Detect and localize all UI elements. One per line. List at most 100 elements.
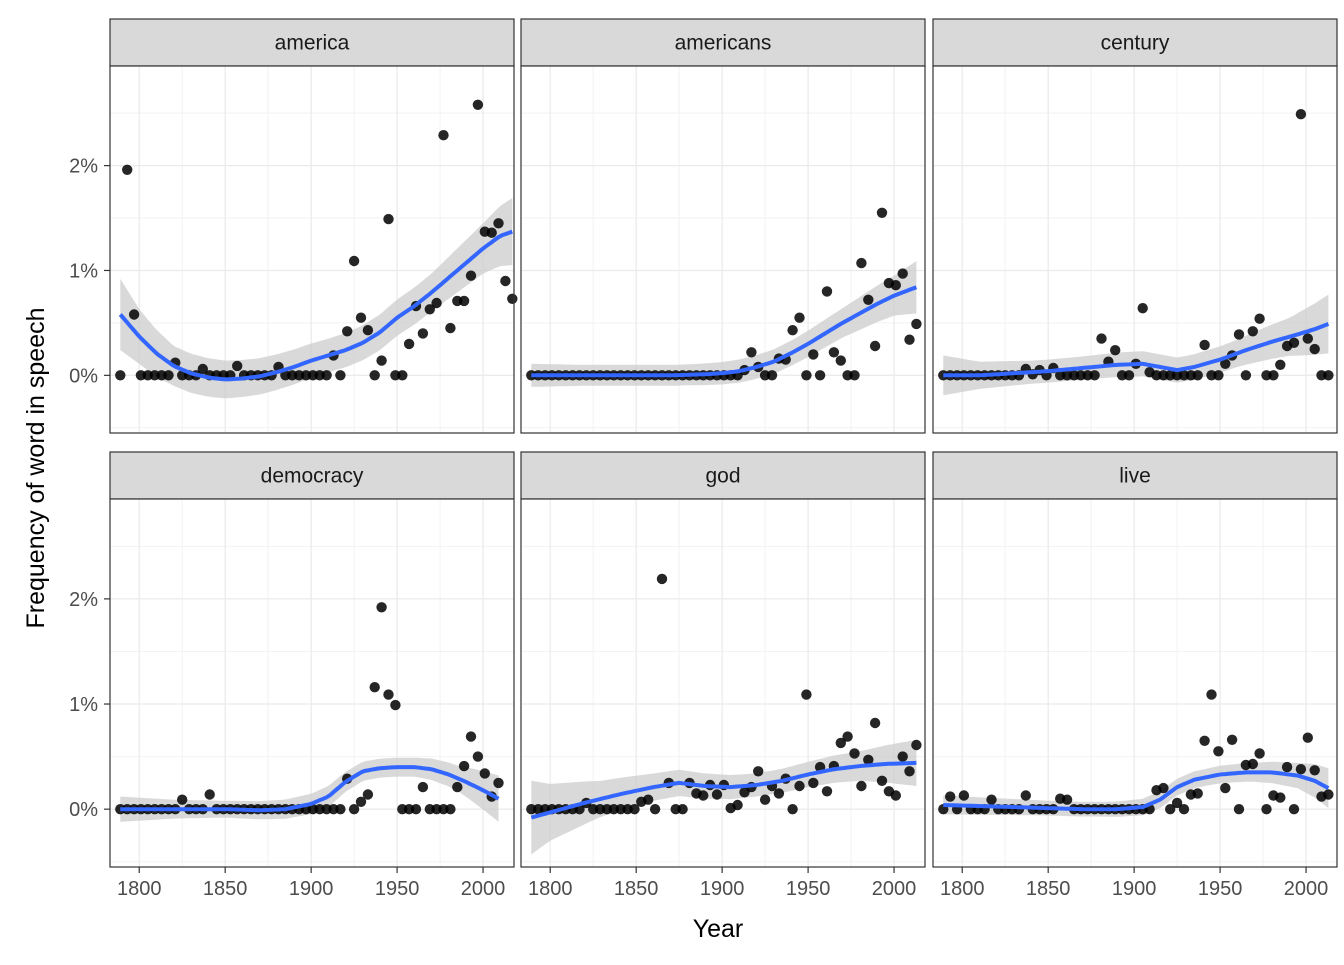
panel-border: [109, 65, 515, 434]
data-point: [204, 789, 215, 800]
data-point: [403, 338, 415, 350]
data-point: [1302, 732, 1314, 743]
data-point: [958, 790, 970, 801]
smooth-trend-line: [118, 229, 513, 382]
data-point: [348, 804, 360, 815]
facet-panel-democracy: democracy 1800 1850 1900 1950 2000 0% 1% 2%: [69, 451, 515, 900]
data-point: [1275, 359, 1286, 370]
x-tick-label: 2000: [872, 878, 917, 900]
data-point: [465, 731, 477, 742]
data-point: [986, 794, 997, 805]
data-point: [438, 130, 449, 141]
y-tick-label: 2%: [69, 589, 98, 611]
data-point: [458, 760, 470, 772]
facet-strip: [520, 451, 926, 500]
facet-strip: [109, 18, 515, 67]
data-point: [911, 739, 922, 751]
data-point: [1110, 345, 1121, 356]
x-tick-label: 2000: [1284, 878, 1329, 900]
facet-panel-live: live 1800 1850 1900 1950 2000: [932, 451, 1338, 900]
data-point: [828, 347, 840, 358]
x-tick-label: 1950: [1198, 878, 1243, 900]
data-point: [1206, 689, 1217, 700]
data-point: [197, 363, 208, 375]
data-point: [1254, 313, 1265, 324]
data-point: [445, 322, 456, 334]
x-tick-label: 2000: [461, 878, 506, 900]
data-point: [1213, 370, 1224, 381]
data-point: [128, 309, 140, 320]
data-point: [321, 370, 332, 381]
facet-strip: [932, 451, 1338, 500]
data-point: [115, 370, 126, 381]
data-point: [711, 789, 723, 800]
facet-strip: [109, 451, 515, 500]
data-point: [348, 255, 360, 267]
data-point: [808, 349, 819, 360]
data-point: [390, 699, 401, 711]
data-point: [1261, 804, 1272, 815]
data-point: [1275, 792, 1286, 803]
y-tick-label: 1%: [69, 260, 98, 282]
data-point: [472, 99, 484, 111]
data-point: [1165, 804, 1176, 815]
data-point: [1199, 339, 1210, 351]
data-point: [732, 799, 743, 811]
data-point: [410, 804, 422, 815]
facet-panel-century: century: [932, 18, 1338, 434]
data-point: [801, 689, 812, 700]
data-point: [821, 786, 833, 797]
data-point: [1247, 326, 1259, 337]
data-point: [821, 286, 833, 297]
data-point: [493, 777, 504, 789]
panel-border: [520, 498, 926, 868]
data-point: [472, 751, 484, 762]
data-point: [890, 790, 901, 801]
data-point: [1233, 804, 1245, 815]
data-point: [677, 804, 688, 815]
data-point: [1309, 343, 1320, 355]
data-point: [1171, 797, 1183, 809]
data-point: [1288, 337, 1300, 348]
data-point: [1020, 790, 1031, 801]
data-point: [1309, 765, 1320, 776]
data-point: [794, 780, 805, 792]
data-point: [1123, 370, 1135, 381]
facet-strip-label: god: [705, 465, 740, 488]
data-point: [856, 780, 867, 792]
data-point: [369, 682, 380, 693]
data-point: [500, 275, 511, 287]
y-axis-title: Frequency of word in speech: [22, 307, 50, 628]
data-point: [1233, 329, 1245, 340]
data-point: [856, 257, 867, 269]
data-point: [1240, 370, 1252, 381]
facet-strip-label: america: [275, 32, 350, 55]
facet-strip: [932, 18, 1338, 67]
data-point: [1213, 746, 1224, 757]
data-point: [1268, 370, 1279, 381]
data-point: [773, 788, 785, 799]
facet-strip-label: live: [1119, 465, 1151, 488]
facet-strip-label: democracy: [261, 465, 364, 488]
data-point: [507, 293, 518, 304]
x-tick-label: 1900: [700, 878, 745, 900]
data-point: [397, 370, 408, 381]
data-point: [383, 213, 394, 225]
data-point: [1323, 370, 1334, 381]
data-point: [479, 768, 490, 779]
data-point: [1089, 370, 1100, 381]
data-point: [890, 280, 901, 291]
data-point: [163, 370, 174, 381]
data-point: [232, 360, 243, 372]
facet-strip-label: americans: [675, 32, 772, 55]
data-point: [911, 318, 922, 330]
data-point: [335, 370, 346, 381]
data-point: [1192, 370, 1203, 381]
x-tick-label: 1900: [1112, 878, 1157, 900]
panel-border: [109, 498, 515, 868]
data-point: [424, 304, 435, 315]
data-point: [1295, 109, 1307, 120]
data-point: [376, 602, 387, 613]
